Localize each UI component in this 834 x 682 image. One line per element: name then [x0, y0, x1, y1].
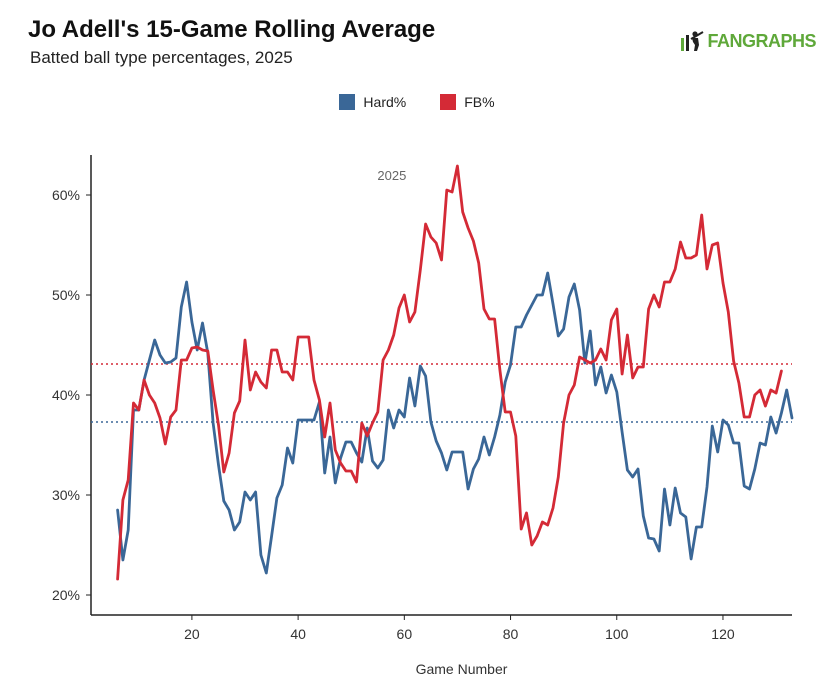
- x-tick-label: 40: [290, 626, 306, 642]
- legend-swatch-fb: [440, 94, 457, 110]
- logo-text: FANGRAPHS: [707, 30, 816, 51]
- legend-label-hard: Hard%: [363, 94, 407, 110]
- x-tick-label: 60: [397, 626, 413, 642]
- y-tick-label: 30%: [52, 487, 80, 503]
- x-tick-label: 80: [503, 626, 519, 642]
- x-tick-label: 20: [184, 626, 200, 642]
- chart-axes: [86, 155, 792, 620]
- x-tick-label: 120: [711, 626, 735, 642]
- chart-subtitle: Batted ball type percentages, 2025: [30, 48, 293, 67]
- chart-labels: 20% 30% 40% 50% 60% 20 40 60 80 100 120 Game Number…: [52, 168, 735, 677]
- y-tick-label: 40%: [52, 387, 80, 403]
- x-tick-label: 100: [605, 626, 629, 642]
- fangraphs-logo: FANGRAPHS: [680, 30, 816, 52]
- legend-item-fb: FB%: [440, 94, 495, 110]
- panel-label: 2025: [377, 168, 406, 183]
- y-tick-label: 50%: [52, 287, 80, 303]
- chart-title: Jo Adell's 15-Game Rolling Average: [28, 16, 436, 43]
- chart-legend: Hard% FB%: [0, 94, 834, 110]
- series-line-hard: [116, 271, 794, 575]
- legend-label-fb: FB%: [464, 94, 495, 110]
- legend-item-hard: Hard%: [339, 94, 406, 110]
- x-axis-title: Game Number: [416, 661, 508, 677]
- series-line-fb: [116, 164, 783, 581]
- series-lines: [116, 164, 794, 581]
- average-reference-lines: [91, 363, 792, 423]
- y-tick-label: 60%: [52, 187, 80, 203]
- batter-icon: [681, 31, 704, 51]
- y-tick-label: 20%: [52, 587, 80, 603]
- legend-swatch-hard: [339, 94, 356, 110]
